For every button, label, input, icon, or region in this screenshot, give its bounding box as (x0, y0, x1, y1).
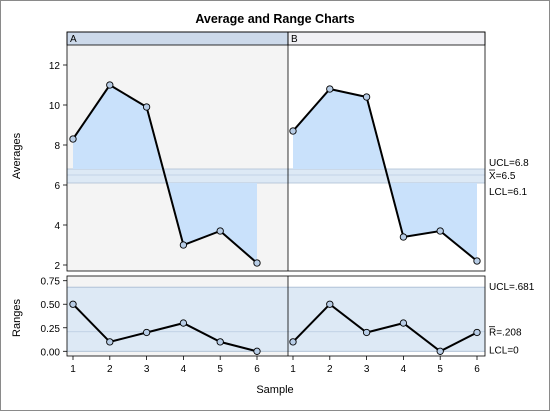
averages-point-B-2 (326, 85, 334, 93)
averages-point-A-6 (253, 259, 261, 267)
averages-point-B-3 (362, 93, 371, 101)
ranges-y-tick-label: 0.25 (41, 324, 61, 335)
averages-y-tick-label: 10 (49, 101, 61, 112)
ranges-control-band (67, 287, 485, 352)
panel-A-header (66, 31, 289, 46)
averages-series-line-B (292, 87, 478, 262)
averages-series-lines (72, 83, 478, 264)
x-tick-label: 6 (254, 364, 260, 375)
ranges-center-label: R=.208 (489, 328, 522, 339)
averages-limit-band (67, 168, 485, 184)
ranges-series-line-B (292, 302, 478, 353)
x-tick-label: 2 (327, 364, 333, 375)
ranges-axis-label: Ranges (11, 299, 23, 337)
averages-above-ucl-B-fill (293, 89, 386, 169)
x-tick-label: 6 (474, 364, 480, 375)
chart-title: Average and Range Charts (195, 12, 354, 26)
ranges-point-A-4 (179, 319, 188, 327)
averages-center-label: X=6.5 (489, 171, 516, 182)
averages-point-A-2 (106, 81, 114, 89)
ranges-point-B-4 (399, 319, 408, 327)
averages-axis-label: Averages (11, 132, 23, 179)
x-axis-label: Sample (256, 384, 293, 396)
averages-point-A-5 (216, 227, 224, 235)
limit-labels: UCL=6.8 X=6.5 LCL=6.1 UCL=.681 R=.208 LCL=0 (489, 158, 535, 356)
ranges-markers (69, 300, 481, 355)
ranges-y-tick-label: 0.00 (41, 347, 61, 358)
ranges-point-B-1 (289, 338, 297, 346)
ranges-point-B-3 (362, 328, 371, 337)
ranges-y-tick-label: 0.50 (41, 300, 61, 311)
ranges-point-B-5 (436, 347, 444, 355)
ranges-limit-band (67, 286, 485, 352)
averages-series-line-A (72, 83, 258, 264)
averages-point-B-1 (289, 127, 297, 135)
averages-y-tick-label: 4 (54, 221, 60, 232)
averages-control-band (67, 169, 485, 183)
averages-panel-border (66, 31, 486, 272)
averages-point-A-3 (142, 103, 151, 111)
averages-lcl-label: LCL=6.1 (489, 187, 528, 198)
ranges-series-lines (72, 302, 478, 353)
panel-A-label: A (70, 34, 77, 45)
averages-ucl-label: UCL=6.8 (489, 158, 529, 169)
x-tick-label: 4 (181, 364, 187, 375)
averages-y-tick-label: 8 (54, 141, 60, 152)
ranges-y-tick-label: 0.75 (41, 277, 61, 288)
ranges-frame (66, 275, 486, 357)
x-tick-label: 1 (290, 364, 296, 375)
averages-point-B-5 (436, 227, 444, 235)
x-tick-label: 1 (70, 364, 76, 375)
averages-point-B-4 (399, 233, 408, 241)
averages-frame (66, 31, 486, 272)
x-tick-label: 3 (144, 364, 150, 375)
x-tick-label: 3 (364, 364, 370, 375)
ranges-panel-border (66, 275, 486, 357)
ranges-point-B-6 (473, 328, 481, 337)
ranges-point-A-6 (253, 347, 261, 355)
averages-markers (69, 81, 481, 267)
ranges-point-A-5 (216, 338, 224, 346)
ranges-point-A-1 (69, 300, 77, 308)
averages-point-A-1 (69, 135, 77, 143)
x-tick-label: 4 (401, 364, 407, 375)
averages-y-tick-label: 12 (49, 61, 61, 72)
x-tick-label: 5 (437, 364, 443, 375)
averages-below-lcl-B-fill (389, 183, 477, 261)
averages-point-B-6 (473, 257, 481, 265)
averages-y-tick-label: 6 (54, 181, 60, 192)
averages-y-tick-label: 2 (54, 261, 60, 272)
ranges-lcl-label: LCL=0 (489, 345, 519, 356)
ranges-point-A-2 (106, 338, 114, 346)
ranges-ucl-label: UCL=.681 (489, 282, 535, 293)
ranges-series-line-A (72, 303, 258, 353)
x-tick-label: 5 (217, 364, 223, 375)
ranges-point-A-3 (142, 328, 151, 337)
averages-point-A-4 (179, 241, 188, 249)
x-tick-label: 2 (107, 364, 113, 375)
panel-B-label: B (291, 34, 298, 45)
ranges-point-B-2 (326, 300, 334, 308)
panel-B-header (287, 31, 486, 46)
